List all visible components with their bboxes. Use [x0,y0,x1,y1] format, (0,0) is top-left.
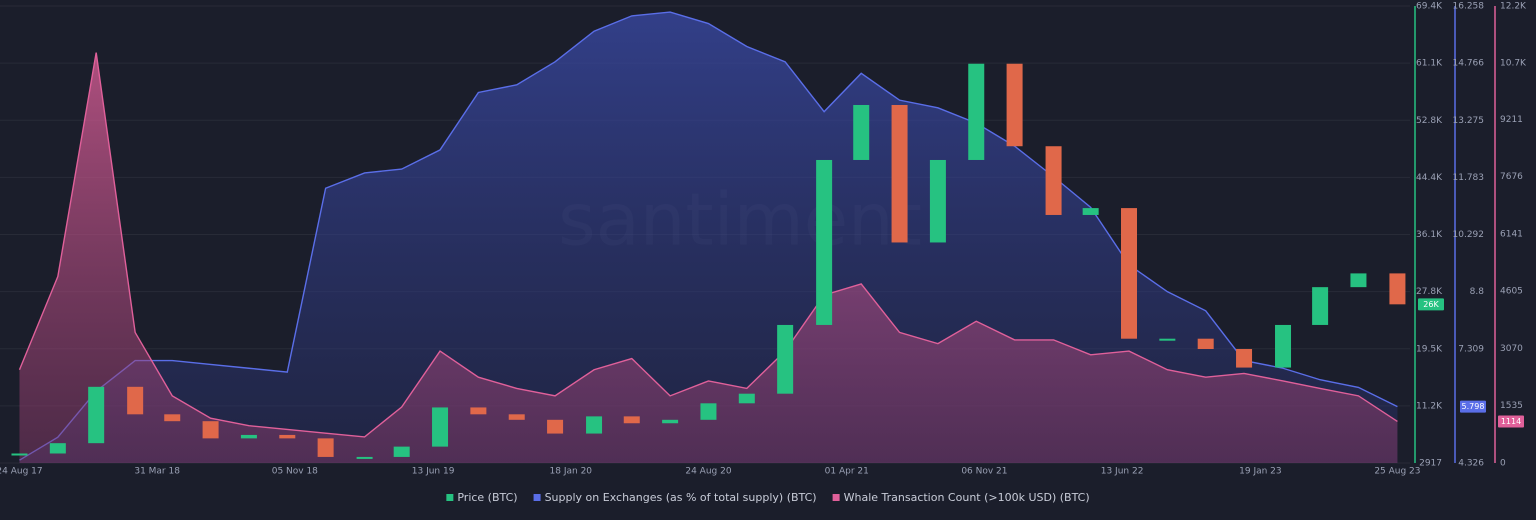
y-tick-label: 36.1K [1416,230,1443,240]
candle [356,456,373,459]
candle [929,159,946,243]
candle [470,407,487,415]
y-tick-label: 10.7K [1500,59,1527,69]
legend: Price (BTC) Supply on Exchanges (as % of … [446,491,1090,504]
candle [393,446,410,457]
y-tick-label: 0 [1500,459,1506,469]
x-tick-label: 01 Apr 21 [825,467,869,477]
candle [279,434,296,439]
y-tick-label: 14.766 [1453,59,1485,69]
y-tick-label: 12.2K [1500,2,1527,12]
y-tick-label: 4.326 [1458,459,1484,469]
candle [853,104,870,160]
x-tick-label: 24 Aug 20 [685,467,731,477]
y-tick-label: 4605 [1500,287,1523,297]
line [18,52,1398,438]
candle [1045,146,1062,215]
x-tick-label: 05 Nov 18 [272,467,318,477]
candle [240,434,257,439]
legend-label: Whale Transaction Count (>100k USD) (BTC… [844,491,1090,504]
candle [432,407,449,447]
candle [202,421,219,439]
y-tick-label: 44.4K [1416,173,1443,183]
x-tick-label: 18 Jan 20 [550,467,593,477]
y-tick-label: 2917 [1419,459,1442,469]
candle [891,104,908,243]
x-tick-label: 13 Jun 19 [412,467,455,477]
candle [547,419,564,434]
legend-swatch [832,494,840,501]
candle [1121,208,1138,339]
y-tick-label: 11.783 [1453,173,1485,183]
x-tick-label: 31 Mar 18 [134,467,180,477]
x-tick-label: 13 Jun 22 [1101,467,1144,477]
candle [88,386,105,444]
x-tick-label: 25 Aug 23 [1374,467,1420,477]
y-tick-label: 11.2K [1416,401,1443,411]
candle [700,403,717,420]
y-tick-label: 7676 [1500,172,1523,182]
candle [49,443,66,454]
y-tick-label: 61.1K [1416,59,1443,69]
y-tick-label: 52.8K [1416,116,1443,126]
legend-swatch [446,494,454,501]
candle [1312,287,1329,325]
candle [738,393,755,404]
value-badge [1460,400,1486,413]
x-tick-label: 24 Aug 17 [0,467,43,477]
candle [662,419,679,424]
candle [1159,338,1176,341]
legend-label: Price (BTC) [457,491,517,504]
y-tick-label: 69.4K [1416,2,1443,12]
candle [508,414,525,420]
candle [127,386,144,415]
candle [1350,273,1367,288]
candle [317,438,334,457]
candle [1389,273,1406,305]
y-tick-label: 10.292 [1453,230,1485,240]
y-tick-label: 19.5K [1416,344,1443,354]
candle [816,159,833,325]
area [19,52,1398,463]
candle [1006,63,1023,147]
value-badge-label: 26K [1423,300,1439,309]
candle [1197,338,1214,350]
candle [777,324,794,394]
y-tick-label: 1535 [1500,401,1523,411]
y-tick-label: 7.309 [1458,344,1484,354]
candle [623,416,640,424]
candle [1236,349,1253,368]
legend-label: Supply on Exchanges (as % of total suppl… [545,491,817,504]
candle [1082,208,1099,215]
y-tick-label: 6141 [1500,229,1523,239]
y-tick-label: 13.275 [1453,116,1485,126]
candle [1275,324,1292,368]
candle [11,453,28,456]
candle [164,414,181,422]
legend-swatch [533,494,541,501]
value-badge-label: 1114 [1501,417,1521,426]
x-tick-label: 19 Jan 23 [1239,467,1282,477]
y-tick-label: 8.8 [1470,287,1485,297]
x-tick-label: 06 Nov 21 [961,467,1007,477]
line [19,11,1398,461]
y-tick-label: 3070 [1500,344,1523,354]
y-tick-label: 9211 [1500,115,1523,125]
candle [586,416,603,434]
value-badge-label: 5.798 [1462,402,1485,411]
value-badge [1498,415,1524,428]
candle [968,63,985,160]
y-tick-label: 16.258 [1453,2,1485,12]
y-tick-label: 27.8K [1416,287,1443,297]
value-badge [1418,298,1444,311]
